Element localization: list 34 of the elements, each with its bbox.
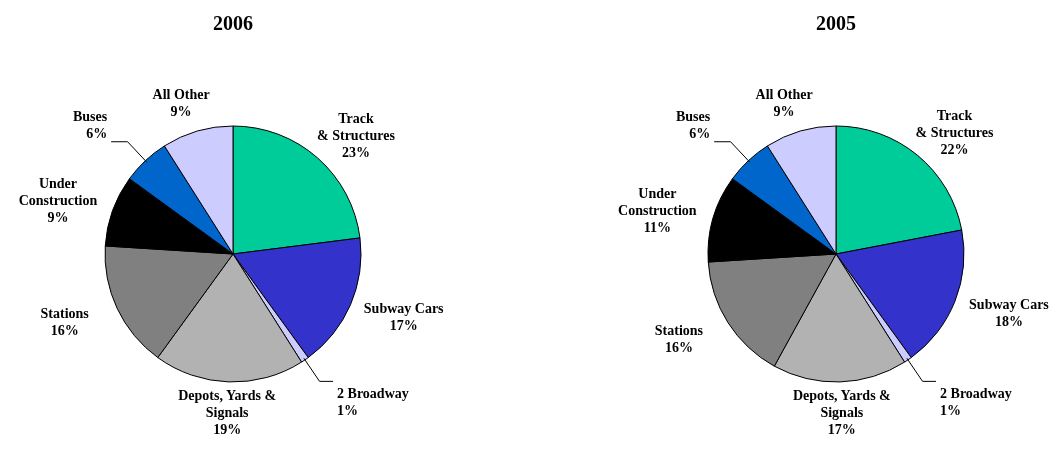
data-label: 1% — [940, 402, 962, 418]
slice-label: Stations — [40, 305, 90, 321]
data-label: 6% — [86, 125, 108, 141]
slice-label: All Other — [755, 86, 813, 102]
data-label: 1% — [337, 402, 359, 418]
slice-label: Under Construction — [18, 176, 98, 209]
data-label: 18% — [994, 313, 1023, 329]
data-label: 16% — [50, 322, 79, 338]
slice-label: 2 Broadway — [940, 385, 1012, 401]
slice-label: All Other — [152, 86, 210, 102]
data-label: 16% — [664, 340, 693, 356]
chart-title: 2005 — [816, 12, 856, 34]
data-label: 17% — [827, 421, 856, 437]
chart-title: 2006 — [213, 12, 253, 34]
slice-label: Stations — [654, 323, 704, 339]
slice-label: Track & Structures — [317, 111, 396, 144]
slice-label: Subway Cars — [363, 301, 445, 317]
slice-label: 2 Broadway — [337, 385, 409, 401]
slice-label: Buses — [675, 108, 711, 124]
data-label: 9% — [47, 210, 69, 226]
data-label: 22% — [940, 142, 969, 158]
slice-label: Subway Cars — [969, 296, 1050, 312]
slice-label: Under Construction — [618, 185, 697, 218]
data-label: 23% — [342, 145, 370, 161]
slice-label: Depots, Yards & Signals — [178, 387, 277, 420]
slice-label: Track & Structures — [915, 108, 995, 141]
data-label: 17% — [389, 318, 418, 334]
slice-label: Depots, Yards & Signals — [792, 387, 891, 420]
data-label: 6% — [689, 125, 711, 141]
data-label: 9% — [170, 103, 192, 119]
slice-label: Buses — [72, 108, 108, 124]
data-label: 11% — [643, 219, 671, 235]
data-label: 19% — [213, 421, 242, 437]
data-label: 9% — [773, 103, 795, 119]
